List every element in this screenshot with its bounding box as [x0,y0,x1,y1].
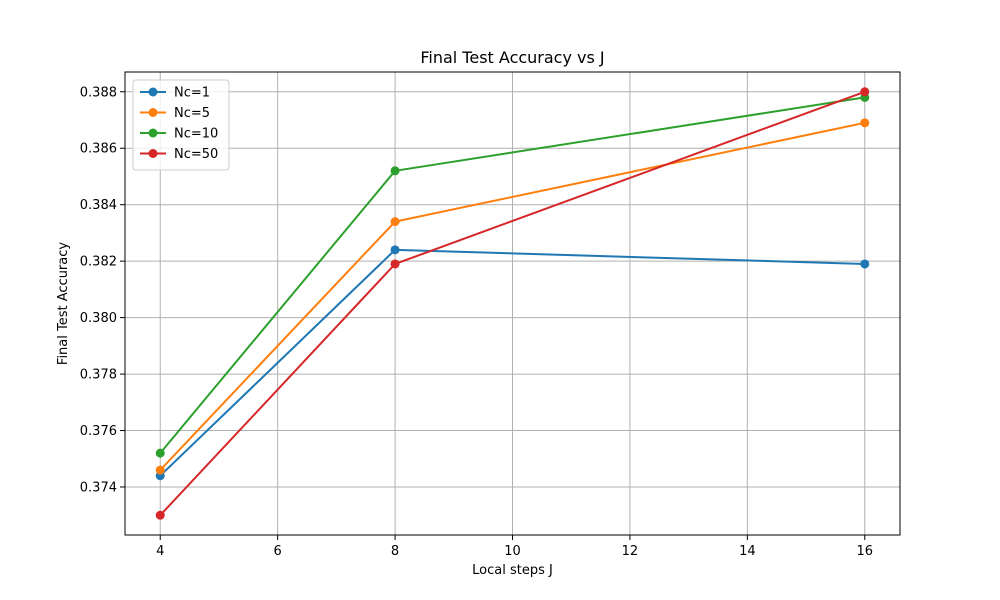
data-point [155,510,165,520]
data-point [390,259,400,269]
series-nc-1 [155,245,870,481]
legend-box [132,79,230,171]
y-axis-ticks: 0.374 0.376 0.378 0.380 0.382 0.384 0.386 0.388 [80,85,125,496]
legend-label: Nc=1 [174,86,210,101]
y-tick-label: 0.380 [80,311,117,326]
y-tick-label: 0.386 [80,142,117,157]
legend-label: Nc=50 [174,147,218,162]
legend-item: Nc=50 [140,147,218,162]
legend-item: Nc=1 [140,86,210,101]
x-tick-label: 8 [391,544,399,559]
legend-item: Nc=5 [140,106,210,121]
y-tick-label: 0.378 [80,368,117,383]
x-axis-ticks: 4 6 8 10 12 14 16 [156,535,873,559]
data-point [155,448,165,458]
data-point [860,118,870,128]
legend-marker [148,108,158,117]
series-nc-5 [155,118,870,475]
x-axis-title: Local steps J [472,563,553,578]
data-point [390,245,400,255]
data-point [860,87,870,97]
legend-label: Nc=5 [174,106,210,121]
y-tick-label: 0.376 [80,424,117,439]
series-layer [155,87,870,520]
x-tick-label: 12 [622,544,639,559]
legend-marker [148,128,158,138]
y-axis-title: Final Test Accuracy [56,242,71,365]
legend-marker [148,87,158,97]
data-point [860,259,870,269]
legend: Nc=1 Nc=5 Nc=10 Nc=50 [132,79,230,171]
series-nc-50 [155,87,870,520]
data-point [390,166,400,176]
data-point [390,217,400,227]
y-tick-label: 0.374 [80,481,117,496]
x-tick-label: 10 [504,544,521,559]
y-tick-label: 0.382 [80,255,117,270]
grid-lines [125,72,900,535]
legend-item: Nc=10 [140,127,218,142]
chart-title: Final Test Accuracy vs J [420,48,604,67]
x-tick-label: 6 [274,544,282,559]
x-tick-label: 4 [156,544,164,559]
x-tick-label: 16 [856,544,873,559]
legend-label: Nc=10 [174,127,218,142]
x-tick-label: 14 [739,544,756,559]
y-tick-label: 0.384 [80,198,117,213]
y-tick-label: 0.388 [80,85,117,100]
legend-marker [148,149,158,158]
data-point [155,465,165,475]
